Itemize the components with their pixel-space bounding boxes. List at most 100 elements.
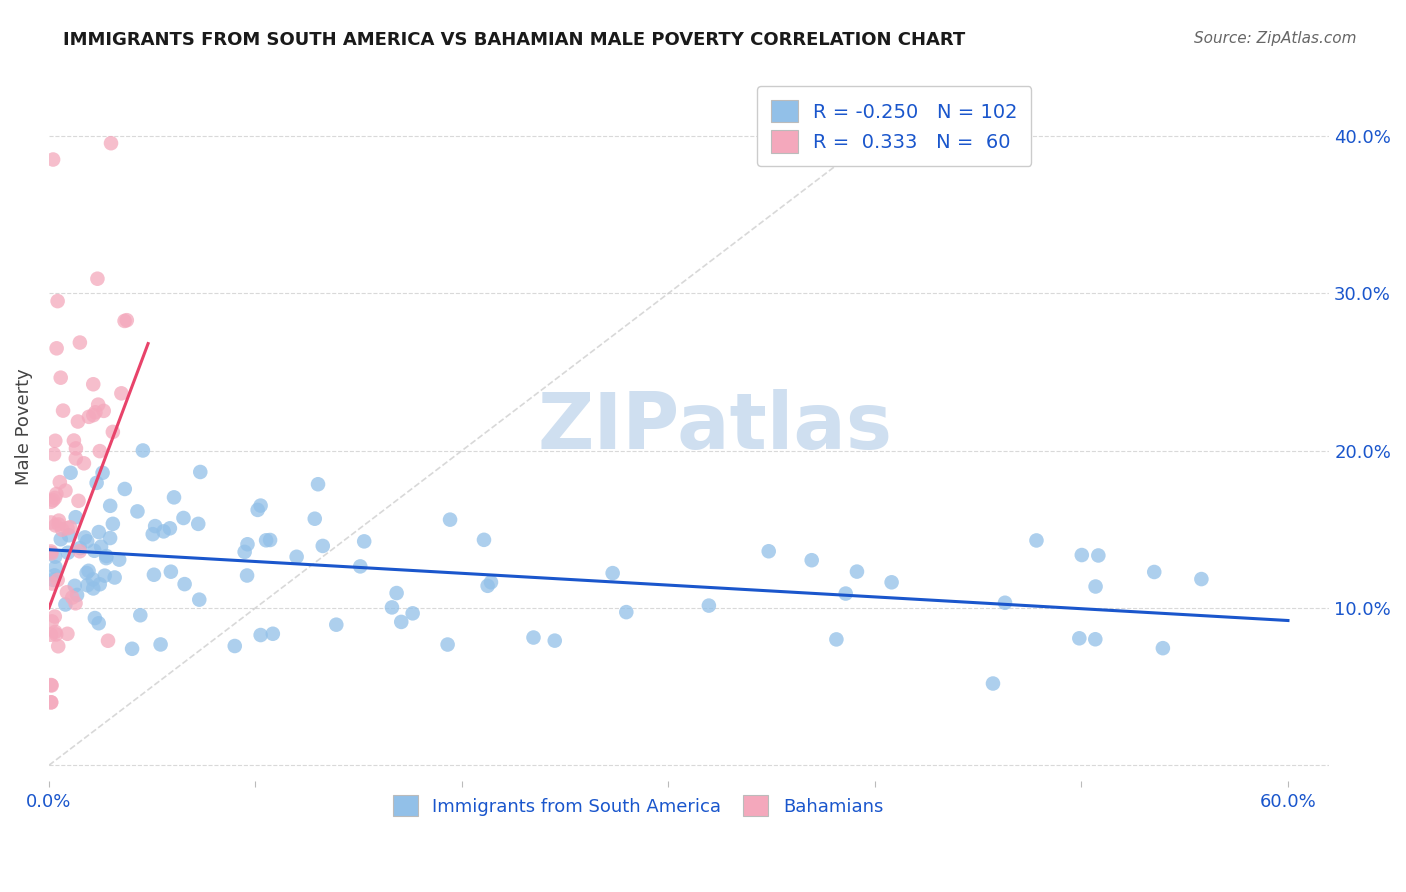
Point: [758, 544, 780, 558]
Point: [834, 586, 856, 600]
Point: [522, 631, 544, 645]
Point: [1025, 533, 1047, 548]
Point: [114, 314, 136, 328]
Point: [96, 551, 118, 566]
Point: [142, 567, 165, 582]
Point: [73, 456, 96, 470]
Point: [48, 517, 70, 532]
Point: [304, 512, 326, 526]
Point: [76, 578, 98, 592]
Point: [349, 559, 371, 574]
Point: [1070, 548, 1092, 562]
Point: [129, 608, 152, 623]
Point: [89, 577, 111, 591]
Point: [84, 405, 107, 419]
Point: [44, 609, 66, 624]
Point: [101, 425, 124, 439]
Point: [172, 511, 194, 525]
Point: [45, 487, 67, 501]
Point: [46, 294, 69, 309]
Point: [55, 483, 77, 498]
Point: [114, 482, 136, 496]
Point: [98, 531, 121, 545]
Point: [994, 596, 1017, 610]
Point: [44, 560, 66, 574]
Point: [42, 493, 65, 508]
Point: [614, 605, 637, 619]
Point: [127, 504, 149, 518]
Point: [401, 607, 423, 621]
Point: [307, 477, 329, 491]
Point: [44, 518, 66, 533]
Point: [41, 678, 63, 692]
Point: [60, 591, 83, 605]
Point: [59, 466, 82, 480]
Y-axis label: Male Poverty: Male Poverty: [15, 368, 32, 485]
Point: [51, 523, 73, 537]
Point: [285, 549, 308, 564]
Point: [56, 585, 79, 599]
Point: [39, 544, 62, 558]
Point: [39, 495, 62, 509]
Point: [1152, 641, 1174, 656]
Point: [52, 403, 75, 417]
Point: [159, 521, 181, 535]
Point: [479, 575, 502, 590]
Point: [83, 611, 105, 625]
Point: [845, 565, 868, 579]
Point: [86, 475, 108, 490]
Point: [1087, 549, 1109, 563]
Point: [188, 592, 211, 607]
Point: [152, 524, 174, 539]
Point: [104, 570, 127, 584]
Point: [110, 386, 132, 401]
Point: [187, 516, 209, 531]
Point: [65, 451, 87, 466]
Point: [143, 519, 166, 533]
Legend: Immigrants from South America, Bahamians: Immigrants from South America, Bahamians: [384, 786, 893, 825]
Point: [56, 627, 79, 641]
Point: [880, 575, 903, 590]
Text: ZIPatlas: ZIPatlas: [537, 389, 893, 465]
Point: [42, 447, 65, 461]
Point: [46, 573, 69, 587]
Point: [149, 637, 172, 651]
Point: [65, 510, 87, 524]
Point: [101, 516, 124, 531]
Point: [173, 577, 195, 591]
Point: [1084, 580, 1107, 594]
Point: [39, 516, 62, 530]
Text: Source: ZipAtlas.com: Source: ZipAtlas.com: [1194, 31, 1357, 46]
Point: [59, 520, 82, 534]
Point: [96, 549, 118, 563]
Point: [41, 576, 63, 591]
Point: [65, 596, 87, 610]
Point: [67, 493, 90, 508]
Point: [100, 136, 122, 151]
Point: [91, 466, 114, 480]
Point: [249, 628, 271, 642]
Point: [39, 695, 62, 709]
Point: [49, 533, 72, 547]
Point: [77, 409, 100, 424]
Point: [249, 499, 271, 513]
Point: [69, 544, 91, 558]
Point: [87, 616, 110, 631]
Point: [93, 404, 115, 418]
Point: [39, 678, 62, 692]
Point: [66, 415, 89, 429]
Point: [825, 632, 848, 647]
Point: [389, 615, 412, 629]
Point: [76, 534, 98, 549]
Point: [233, 545, 256, 559]
Point: [45, 627, 67, 641]
Point: [65, 442, 87, 456]
Point: [76, 566, 98, 580]
Point: [325, 617, 347, 632]
Point: [45, 341, 67, 355]
Point: [42, 573, 65, 587]
Point: [115, 313, 138, 327]
Point: [472, 533, 495, 547]
Point: [254, 533, 277, 548]
Point: [77, 564, 100, 578]
